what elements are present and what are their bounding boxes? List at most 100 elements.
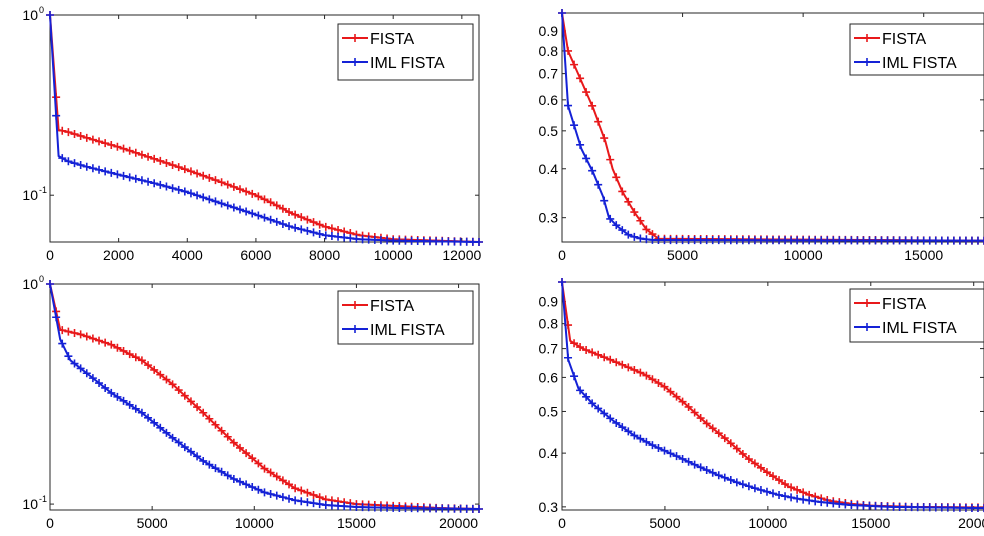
data-point <box>254 485 263 494</box>
data-point <box>303 488 312 497</box>
data-point <box>193 169 202 178</box>
data-point <box>205 460 214 469</box>
data-point <box>291 484 300 493</box>
legend-marker <box>863 58 871 66</box>
data-point <box>58 326 67 335</box>
data-point <box>150 418 159 427</box>
data-point <box>266 489 275 498</box>
data-point <box>630 431 639 440</box>
legend-label: IML FISTA <box>882 55 957 72</box>
data-point <box>180 443 189 452</box>
data-point <box>272 472 281 481</box>
data-point <box>636 216 645 225</box>
y-tick-exponent: -1 <box>39 494 47 504</box>
legend-marker <box>863 34 871 42</box>
data-point <box>125 400 134 409</box>
data-point <box>787 483 796 492</box>
data-point <box>260 488 269 497</box>
data-point <box>223 180 232 189</box>
data-point <box>769 472 777 481</box>
x-tick-label: 15000 <box>337 515 376 531</box>
data-point <box>211 464 220 473</box>
data-point <box>315 493 324 502</box>
data-point <box>174 163 183 172</box>
data-point <box>315 500 324 509</box>
data-point <box>70 159 79 168</box>
data-point <box>315 220 324 229</box>
data-point <box>58 126 67 135</box>
data-point <box>113 170 122 179</box>
data-point <box>199 193 208 202</box>
data-point <box>642 225 651 234</box>
series-iml-fista <box>46 11 483 246</box>
data-point <box>46 11 54 19</box>
chart-panel-2: 0 5000 10000 15000 0.9 0.8 0.7 0.6 0.5 0.4 0.3 FIST… <box>539 9 984 263</box>
data-point <box>137 356 146 365</box>
data-point <box>654 379 663 388</box>
data-point <box>612 221 621 230</box>
y-tick-label: 0.3 <box>539 499 559 515</box>
data-point <box>309 499 318 508</box>
data-point <box>144 152 153 161</box>
data-point <box>558 9 566 17</box>
data-point <box>787 493 796 502</box>
data-point <box>285 208 294 217</box>
data-point <box>180 391 189 400</box>
data-point <box>272 201 281 210</box>
data-point <box>775 476 784 485</box>
data-point <box>266 215 275 224</box>
data-point <box>156 423 165 432</box>
data-point <box>799 495 808 504</box>
data-point <box>980 236 984 245</box>
data-point <box>660 446 669 455</box>
data-point <box>799 488 808 497</box>
data-point <box>309 490 318 499</box>
data-point <box>714 429 723 438</box>
y-tick-label: 10 <box>22 276 38 292</box>
data-point <box>564 353 573 362</box>
data-point <box>291 496 300 505</box>
data-point <box>125 146 134 155</box>
data-point <box>793 494 802 503</box>
data-point <box>618 423 627 432</box>
data-point <box>168 184 177 193</box>
data-point <box>750 484 759 493</box>
data-point <box>150 154 159 163</box>
data-point <box>119 171 128 180</box>
data-point <box>297 213 306 222</box>
data-point <box>64 352 73 361</box>
data-point <box>131 353 140 362</box>
data-point <box>52 313 61 322</box>
legend: FISTA IML FISTA <box>337 290 474 345</box>
data-point <box>762 468 771 477</box>
data-point <box>229 203 238 212</box>
data-point <box>242 449 251 458</box>
data-point <box>726 439 735 448</box>
data-point <box>714 471 723 480</box>
x-tick-label: 2000 <box>958 515 984 531</box>
data-point <box>162 158 171 167</box>
data-point <box>793 485 802 494</box>
data-point <box>648 375 657 384</box>
data-point <box>278 220 287 229</box>
data-point <box>285 494 294 503</box>
x-tick-label: 5000 <box>137 515 168 531</box>
data-point <box>88 164 97 173</box>
x-tick-label: 0 <box>46 247 54 263</box>
data-point <box>248 483 257 492</box>
data-point <box>285 480 294 489</box>
data-point <box>618 226 627 235</box>
data-point <box>193 403 202 412</box>
data-point <box>70 329 79 338</box>
data-point <box>297 225 306 234</box>
data-point <box>229 438 238 447</box>
data-point <box>708 424 717 433</box>
data-point <box>297 486 306 495</box>
series-iml-fista <box>558 9 984 245</box>
data-point <box>242 187 251 196</box>
x-tick-label: 15000 <box>851 515 890 531</box>
data-point <box>107 340 116 349</box>
data-point <box>750 459 759 468</box>
